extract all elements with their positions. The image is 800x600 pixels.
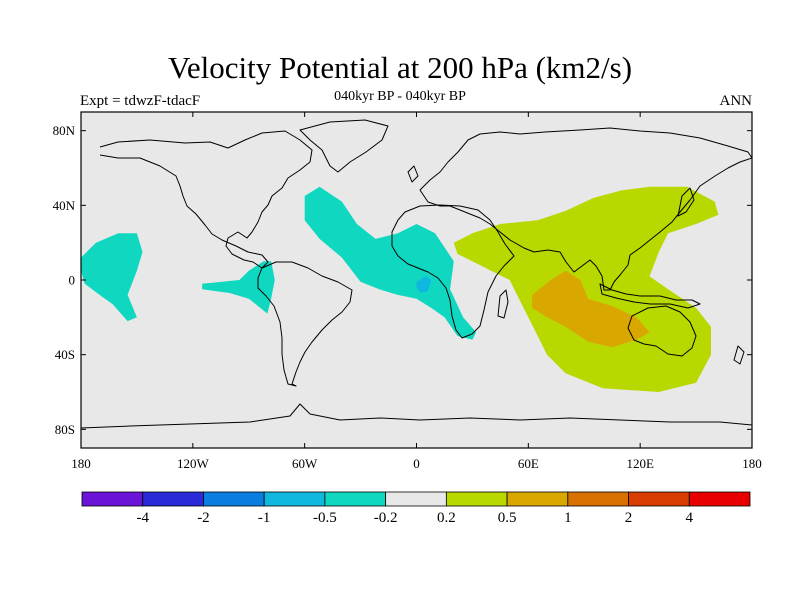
- colorbar-swatch: [628, 491, 690, 507]
- region-gulf-of-guinea-negative: [416, 276, 432, 294]
- colorbar-label: 2: [625, 510, 633, 526]
- colorbar-label: -4: [136, 510, 149, 526]
- lon-tick-label: 60E: [518, 456, 539, 471]
- lon-tick-label: 180: [742, 456, 762, 471]
- colorbar-label: -0.5: [313, 510, 337, 526]
- colorbar-swatch: [506, 491, 569, 507]
- coast-maritime-continent: [599, 283, 701, 309]
- region-indian-ocean-positive: [532, 270, 650, 348]
- colorbar-swatch: [567, 491, 629, 507]
- coast-greenland: [299, 119, 389, 173]
- lat-tick-label: 0: [69, 273, 76, 288]
- lon-tick-label: 180: [71, 456, 91, 471]
- coast-british-isles: [407, 165, 419, 183]
- colorbar-swatch: [688, 491, 751, 507]
- coast-japan: [677, 187, 695, 217]
- experiment-label: Expt = tdwzF-tdacF: [80, 93, 201, 109]
- lon-tick-label: 0: [413, 456, 420, 471]
- colorbar-swatch: [445, 491, 508, 507]
- season-label: ANN: [719, 93, 753, 109]
- colorbar-swatch: [263, 491, 326, 507]
- coast-antarctica: [81, 403, 752, 429]
- lat-tick-label: 80S: [55, 422, 75, 437]
- colorbar-label: 4: [686, 510, 694, 526]
- lat-tick-label: 40N: [53, 198, 76, 213]
- colorbar-swatch: [203, 491, 265, 507]
- lat-tick-label: 80N: [53, 123, 76, 138]
- colorbar-swatch: [385, 491, 447, 507]
- colorbar-label: -2: [197, 510, 210, 526]
- lon-tick-label: 60W: [292, 456, 318, 471]
- chart-subtitle: 040kyr BP - 040kyr BP: [334, 89, 466, 104]
- lat-tick-label: 40S: [55, 347, 75, 362]
- coast-south-america: [257, 261, 353, 387]
- coast-new-zealand: [733, 345, 745, 365]
- region-atlantic-negative: [304, 186, 477, 340]
- coast-eurasia: [419, 127, 752, 291]
- colorbar-swatch: [81, 491, 144, 507]
- colorbar-label: -0.2: [374, 510, 398, 526]
- colorbar-swatch: [142, 491, 204, 507]
- region-south-america-negative: [202, 261, 275, 314]
- lon-tick-label: 120W: [177, 456, 210, 471]
- lon-tick-label: 120E: [626, 456, 654, 471]
- colorbar: -4 -2 -1 -0.5 -0.2 0.2 0.5 1 2 4: [81, 491, 751, 526]
- coastlines: [81, 119, 752, 429]
- chart-title: Velocity Potential at 200 hPa (km2/s): [167, 50, 633, 85]
- colorbar-label: 1: [564, 510, 572, 526]
- coast-australia: [627, 305, 697, 357]
- colorbar-label: -1: [258, 510, 271, 526]
- coast-africa: [391, 204, 515, 339]
- region-central-pacific-negative: [81, 233, 143, 322]
- colorbar-label: 0.2: [437, 510, 456, 526]
- colorbar-swatch: [324, 491, 387, 507]
- coast-madagascar: [497, 289, 509, 319]
- coast-north-america: [99, 130, 313, 269]
- colorbar-label: 0.5: [498, 510, 517, 526]
- axis-ticks: 180 120W 60W 0 60E 120E 180 80N 40N 0 40S 80S: [53, 112, 762, 471]
